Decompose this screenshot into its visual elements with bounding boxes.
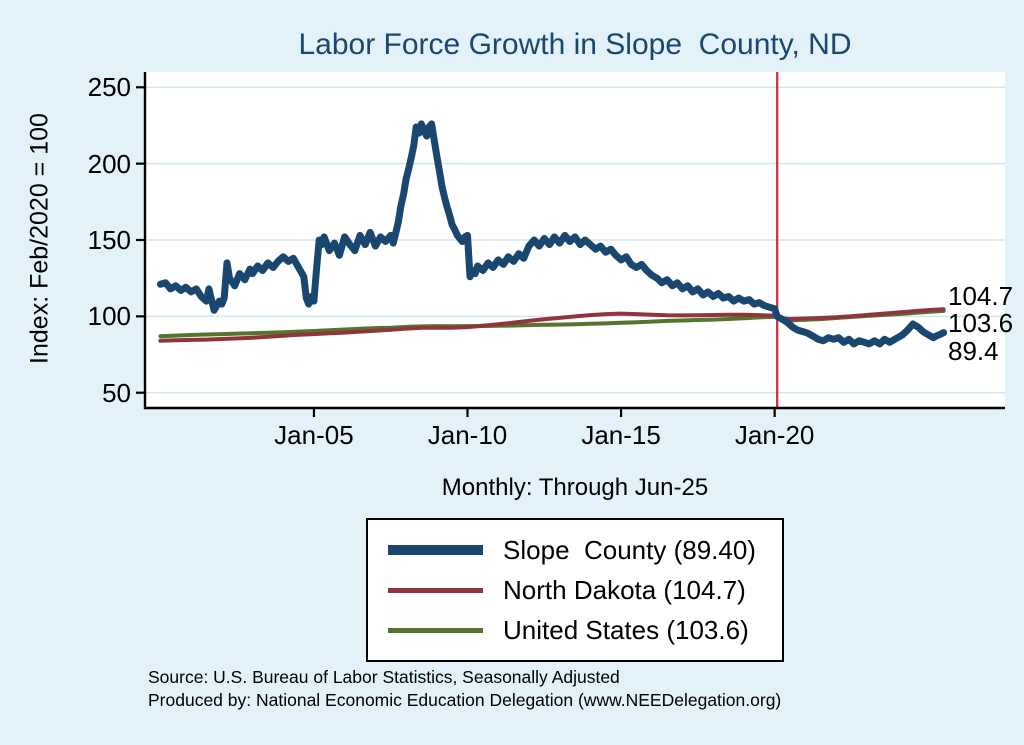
y-axis-title: Index: Feb/2020 = 100 — [25, 113, 54, 364]
x-tick-label: Jan-10 — [427, 420, 508, 450]
series-line-slope-county — [156, 120, 948, 348]
legend-label: North Dakota (104.7) — [503, 575, 746, 605]
chart-subtitle: Monthly: Through Jun-25 — [441, 474, 709, 501]
x-tick-label: Jan-05 — [274, 420, 354, 450]
legend-line-swatch — [388, 545, 484, 555]
y-tick-label: 250 — [87, 72, 131, 103]
source-notes: Source: U.S. Bureau of Labor Statistics,… — [148, 666, 988, 712]
legend-line-swatch — [388, 587, 484, 593]
legend-line-swatch — [388, 627, 484, 633]
legend-entry: United States (103.6) — [388, 610, 756, 650]
series-end-value-label: 89.4 — [948, 336, 999, 366]
y-tick-label: 100 — [87, 301, 131, 332]
y-tick-label: 50 — [102, 377, 131, 408]
series-end-value-label: 103.6 — [948, 308, 1014, 338]
legend-area: Slope County (89.40) North Dakota (104.7)… — [145, 518, 1005, 662]
y-tick-label: 200 — [87, 148, 131, 179]
x-tick-label: Jan-20 — [734, 420, 815, 450]
series-end-value-label: 104.7 — [948, 281, 1014, 311]
legend-label: Slope County (89.40) — [503, 535, 756, 565]
legend-label: United States (103.6) — [503, 615, 749, 645]
legend-entry: Slope County (89.40) — [388, 530, 756, 570]
chart-title: Labor Force Growth in Slope County, ND — [298, 28, 852, 61]
legend-entry: North Dakota (104.7) — [388, 570, 756, 610]
source-note: Source: U.S. Bureau of Labor Statistics,… — [148, 667, 620, 687]
legend: Slope County (89.40) North Dakota (104.7)… — [366, 518, 784, 662]
series-line-north-dakota — [158, 307, 946, 343]
y-tick-label: 150 — [87, 225, 131, 255]
x-tick-label: Jan-15 — [581, 420, 661, 450]
produced-note: Produced by: National Economic Education… — [148, 690, 782, 710]
